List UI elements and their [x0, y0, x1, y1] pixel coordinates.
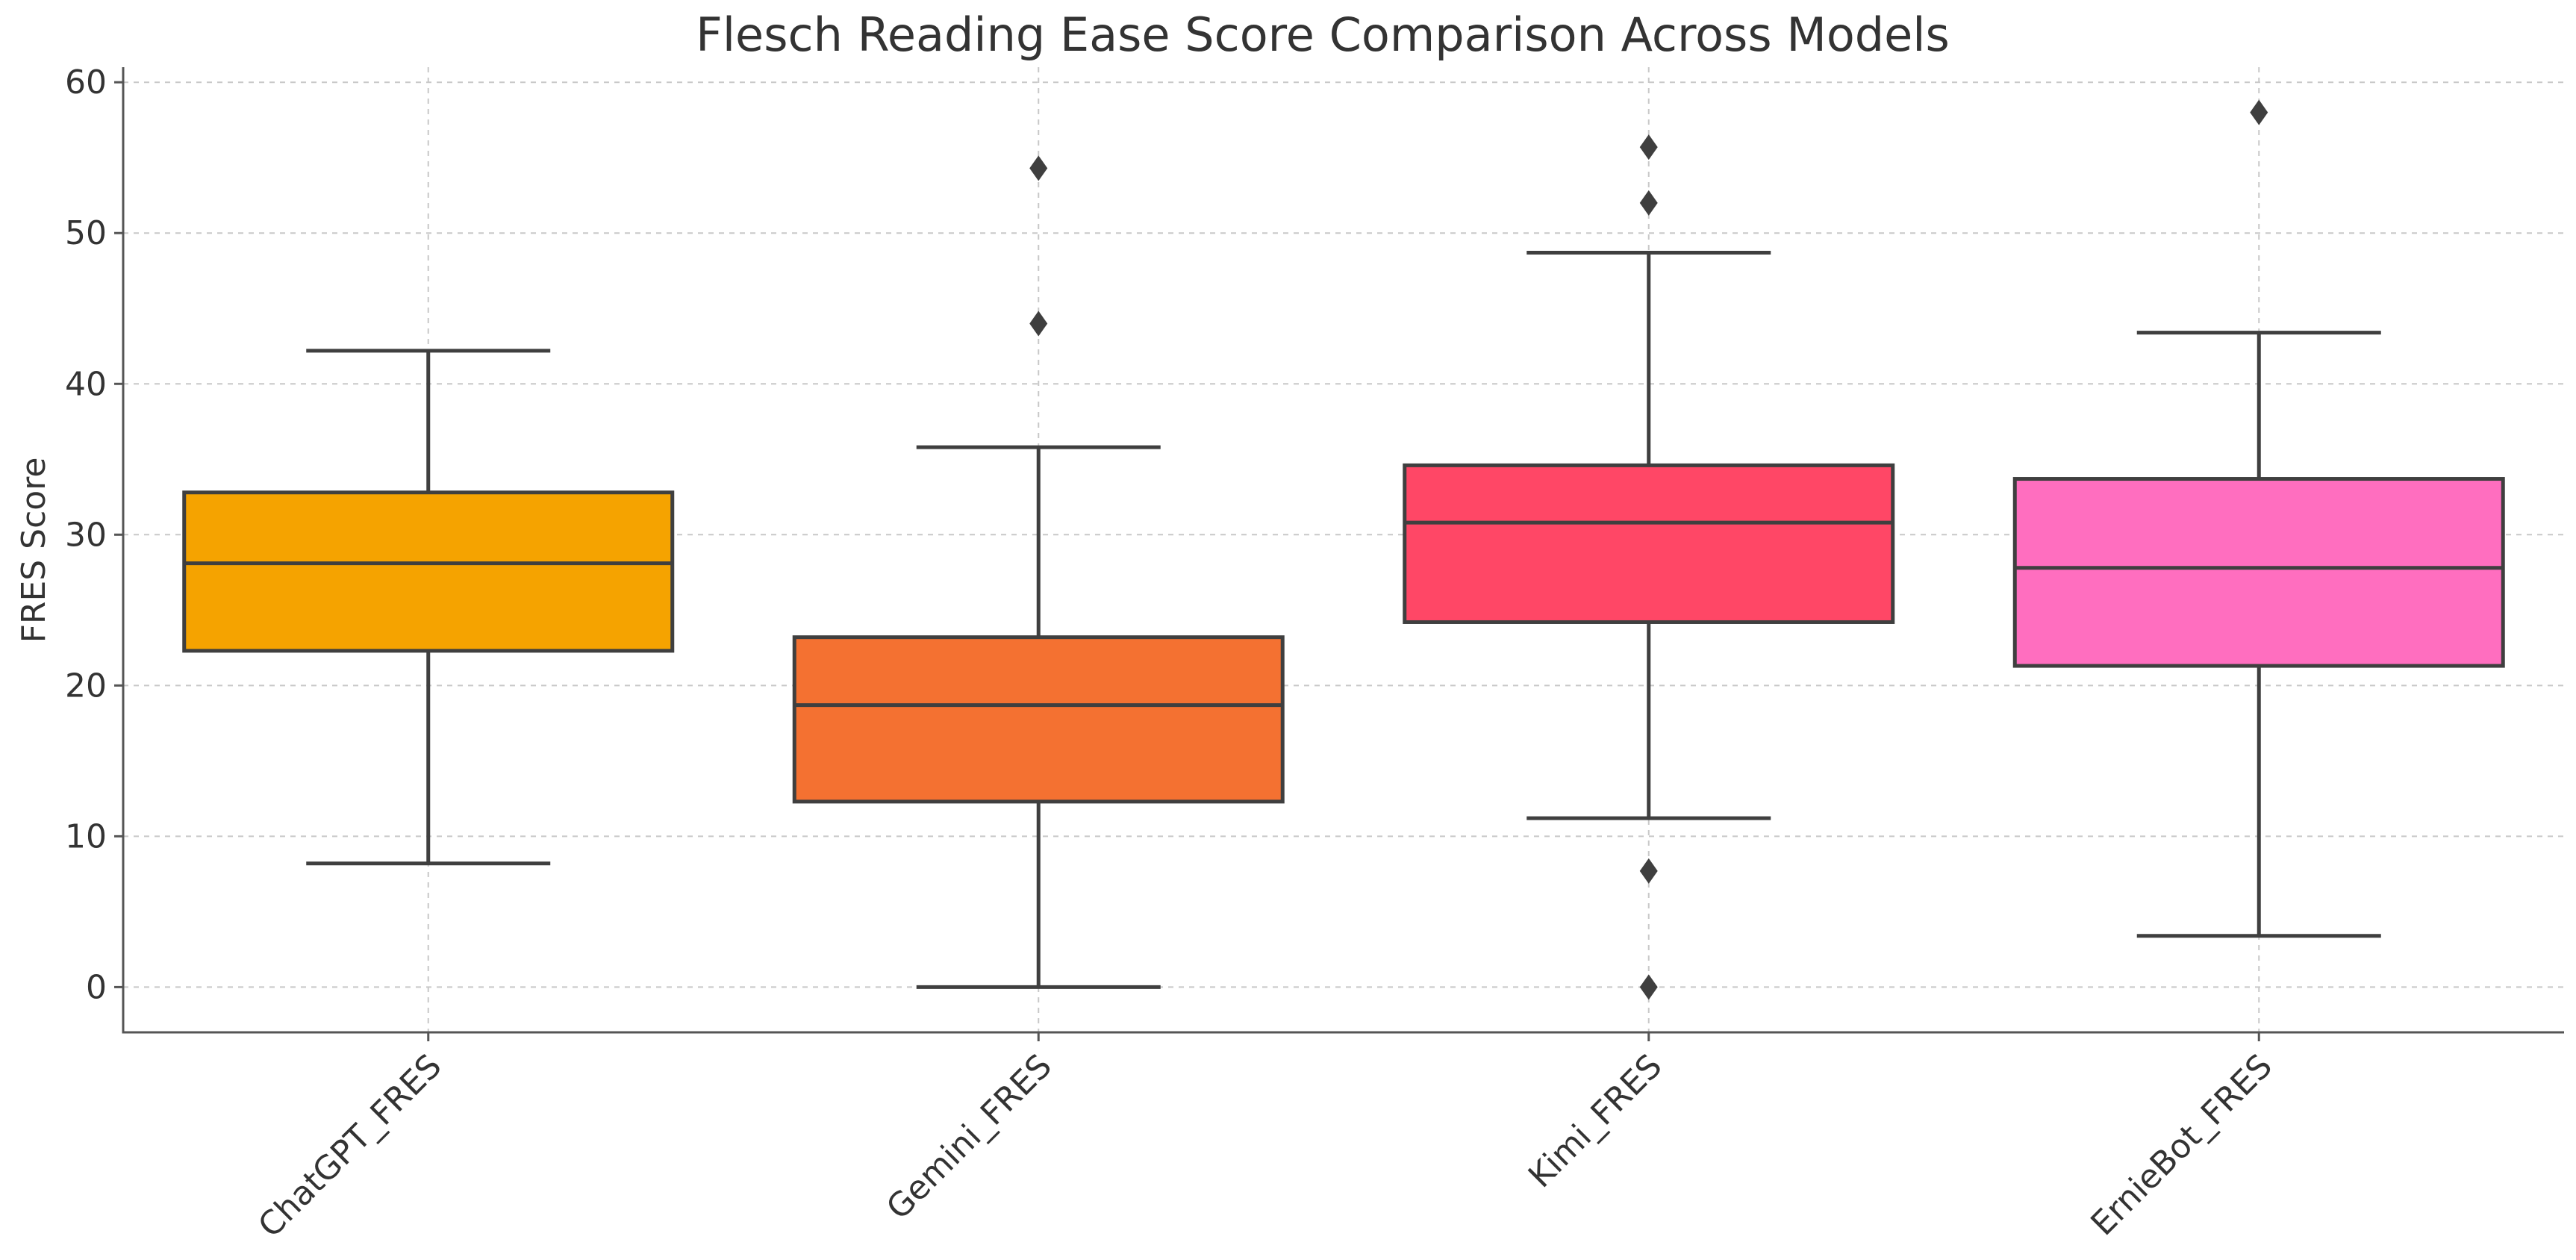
- box-group: [1403, 134, 1895, 1000]
- iqr-box: [1403, 463, 1895, 624]
- iqr-box: [2012, 477, 2505, 668]
- outlier-point: [1029, 155, 1048, 181]
- box-group: [792, 155, 1285, 989]
- iqr-box: [792, 635, 1285, 804]
- y-tick-label: 0: [86, 968, 107, 1006]
- outlier-point: [1639, 134, 1658, 160]
- box-group: [2012, 99, 2505, 938]
- outlier-point: [1639, 974, 1658, 1000]
- y-tick-label: 50: [65, 214, 107, 252]
- outlier-point: [1029, 311, 1048, 337]
- y-tick-label: 20: [65, 667, 107, 705]
- y-tick-label: 60: [65, 63, 107, 102]
- outlier-point: [1639, 858, 1658, 884]
- outlier-point: [2250, 99, 2268, 125]
- x-tick-label: Kimi_FRES: [1521, 1047, 1670, 1196]
- outlier-point: [1639, 190, 1658, 216]
- y-tick-label: 10: [65, 817, 107, 855]
- y-axis-title: FRES Score: [15, 458, 53, 643]
- x-tick-label: Gemini_FRES: [879, 1047, 1059, 1227]
- axis-spines: [122, 67, 2564, 1034]
- x-tick-label: ErnieBot_FRES: [2083, 1047, 2280, 1244]
- chart-title: Flesch Reading Ease Score Comparison Acr…: [696, 7, 1950, 62]
- iqr-box: [182, 490, 675, 653]
- box-layer: [182, 99, 2505, 1000]
- x-tick-label: ChatGPT_FRES: [251, 1047, 449, 1245]
- box-group: [182, 349, 675, 866]
- y-tick-label: 30: [65, 516, 107, 554]
- y-tick-label: 40: [65, 365, 107, 403]
